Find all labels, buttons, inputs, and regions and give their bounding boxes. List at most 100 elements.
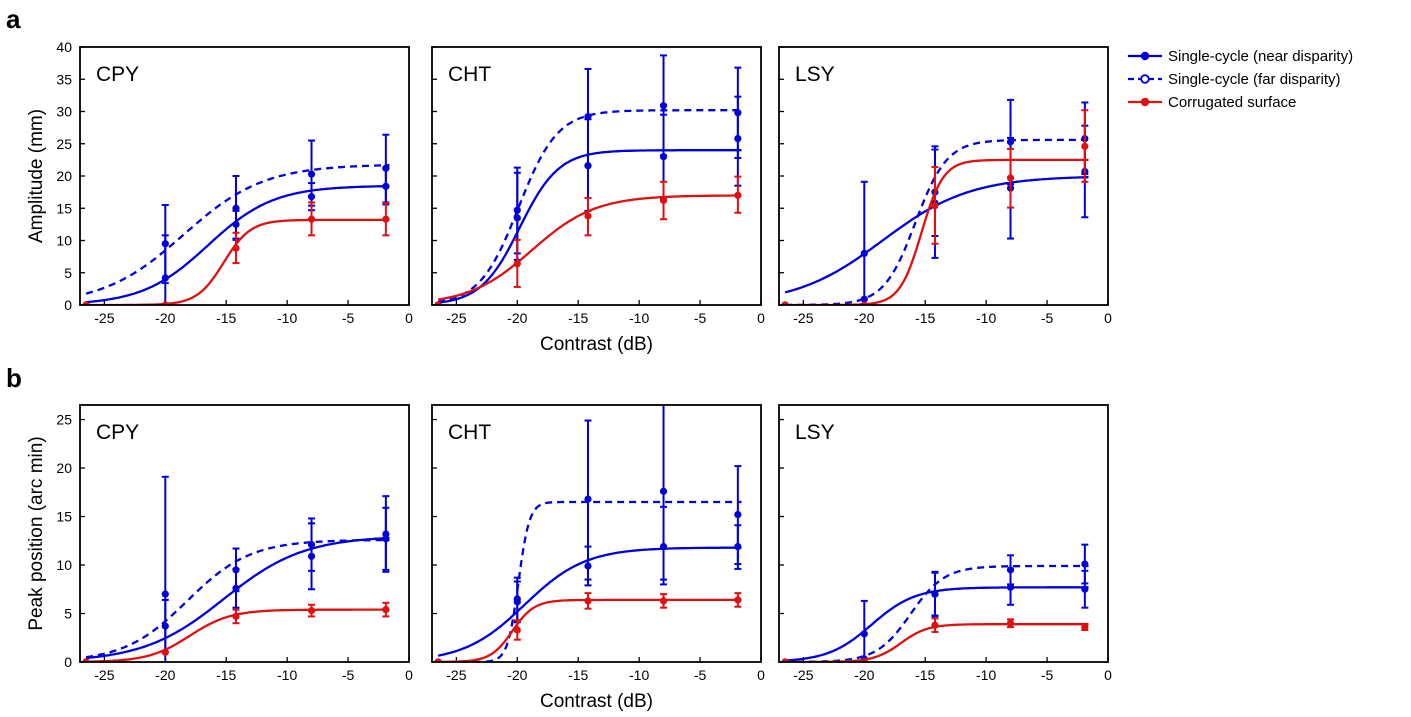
x-tick-label: -15	[568, 310, 588, 326]
data-point-corrugated	[734, 596, 742, 604]
x-tick-label: -15	[568, 667, 588, 683]
y-tick-label: 15	[56, 200, 72, 216]
data-point-corrugated	[584, 212, 592, 220]
x-tick-label: 0	[757, 310, 765, 326]
y-tick-label: 10	[56, 557, 72, 573]
data-point-corrugated	[1006, 619, 1015, 627]
x-tick-label: -10	[976, 667, 996, 683]
data-point-far	[584, 113, 592, 121]
data-point-far	[513, 598, 521, 606]
data-point-corrugated	[931, 621, 939, 629]
y-axis-label: Amplitude (mm)	[26, 109, 47, 243]
data-point-far	[382, 164, 390, 172]
x-tick-label: -5	[342, 667, 355, 683]
x-tick-label: 0	[1104, 310, 1112, 326]
y-tick-label: 0	[64, 654, 72, 670]
legend-label-far: Single-cycle (far disparity)	[1168, 71, 1341, 88]
plot-area	[434, 54, 742, 305]
y-tick-label: 15	[56, 509, 72, 525]
y-tick-label: 25	[56, 412, 72, 428]
data-point-far	[1006, 138, 1015, 146]
legend-label-corrugated: Corrugated surface	[1168, 94, 1296, 111]
x-tick-label: 0	[1104, 667, 1112, 683]
plot-frame	[431, 46, 762, 306]
subplot-title: CHT	[448, 63, 491, 86]
data-point-far	[659, 487, 668, 495]
plot-frame	[778, 404, 1109, 663]
data-point-far	[931, 590, 939, 598]
y-tick-label: 0	[64, 297, 72, 313]
fit-curve-far	[785, 564, 1089, 662]
chart-a-cpy: -25 -20 -15 -10 -5 0 0 5 10 15 20 25 30 35 40 CPY Amplit…	[26, 39, 413, 326]
y-tick-label: 25	[56, 136, 72, 152]
y-axis-label: Peak position (arc min)	[26, 436, 47, 630]
data-point-far	[382, 530, 390, 538]
data-point-corrugated	[307, 215, 316, 223]
x-tick-label: -10	[277, 667, 297, 683]
x-tick-label: 0	[757, 667, 765, 683]
chart-b-lsy: -25 -20 -15 -10 -5 0 LSY	[778, 404, 1112, 683]
x-tick-label: -10	[277, 310, 297, 326]
data-point-corrugated	[513, 260, 521, 268]
y-tick-label: 30	[56, 104, 72, 120]
y-tick-label: 20	[56, 460, 72, 476]
x-axis-label: Contrast (dB)	[540, 334, 653, 355]
x-tick-label: -5	[1041, 667, 1054, 683]
plot-grid: -25 -20 -15 -10 -5 0 0 5 10 15 20 25 30 35 40 CPY Amplit…	[26, 39, 1112, 712]
data-point-corrugated	[584, 597, 592, 605]
x-tick-label: -5	[342, 310, 355, 326]
panel-label-b: b	[6, 363, 22, 393]
fit-curve-near	[85, 536, 390, 660]
data-point-far	[307, 170, 316, 178]
fit-curve-far	[437, 109, 742, 304]
data-point-corrugated	[232, 612, 240, 621]
data-point-far	[860, 295, 868, 303]
data-point-corrugated	[382, 606, 390, 614]
y-tick-label: 5	[64, 265, 72, 281]
legend-label-near: Single-cycle (near disparity)	[1168, 48, 1353, 65]
data-point-far	[659, 102, 668, 110]
data-point-near	[1006, 583, 1015, 591]
data-point-far	[161, 240, 169, 248]
x-tick-label: 0	[405, 310, 413, 326]
data-point-near	[1081, 585, 1089, 593]
subplot-title: CPY	[96, 421, 139, 444]
chart-a-cht: -25 -20 -15 -10 -5 0 CHT Contrast (dB)	[431, 46, 765, 355]
fit-curve-corrugated	[785, 158, 1089, 305]
legend: Single-cycle (near disparity) Single-cyc…	[1128, 48, 1353, 111]
x-tick-label: -25	[793, 667, 813, 683]
x-tick-label: -15	[915, 667, 935, 683]
data-point-far	[584, 495, 592, 503]
x-tick-label: -20	[854, 310, 874, 326]
x-tick-label: -5	[694, 310, 707, 326]
data-point-corrugated	[659, 196, 668, 205]
data-point-corrugated	[734, 191, 742, 199]
data-point-far	[1081, 560, 1089, 568]
y-tick-label: 40	[56, 39, 72, 55]
y-tick-label: 5	[64, 606, 72, 622]
fit-curve-corrugated	[437, 194, 742, 301]
legend-item-near: Single-cycle (near disparity)	[1128, 48, 1353, 65]
subplot-title: LSY	[795, 63, 835, 86]
data-point-corrugated	[161, 648, 169, 656]
x-tick-label: -15	[216, 667, 236, 683]
x-tick-label: -10	[629, 310, 649, 326]
x-tick-label: -20	[854, 667, 874, 683]
x-tick-label: -25	[446, 310, 466, 326]
fit-curve-far	[785, 138, 1089, 305]
x-axis-label: Contrast (dB)	[540, 691, 653, 712]
plot-area	[82, 133, 390, 305]
y-tick-label: 10	[56, 233, 72, 249]
legend-marker-near	[1140, 51, 1150, 61]
x-tick-label: -5	[1041, 310, 1054, 326]
data-point-corrugated	[1006, 174, 1015, 182]
fit-curve-far	[85, 538, 390, 659]
data-point-corrugated	[513, 626, 521, 634]
fit-curve-far	[85, 164, 390, 295]
data-point-corrugated	[232, 244, 240, 252]
subplot-title: CHT	[448, 421, 491, 444]
y-tick-label: 20	[56, 168, 72, 184]
data-point-near	[860, 249, 868, 257]
data-point-far	[1006, 566, 1015, 574]
